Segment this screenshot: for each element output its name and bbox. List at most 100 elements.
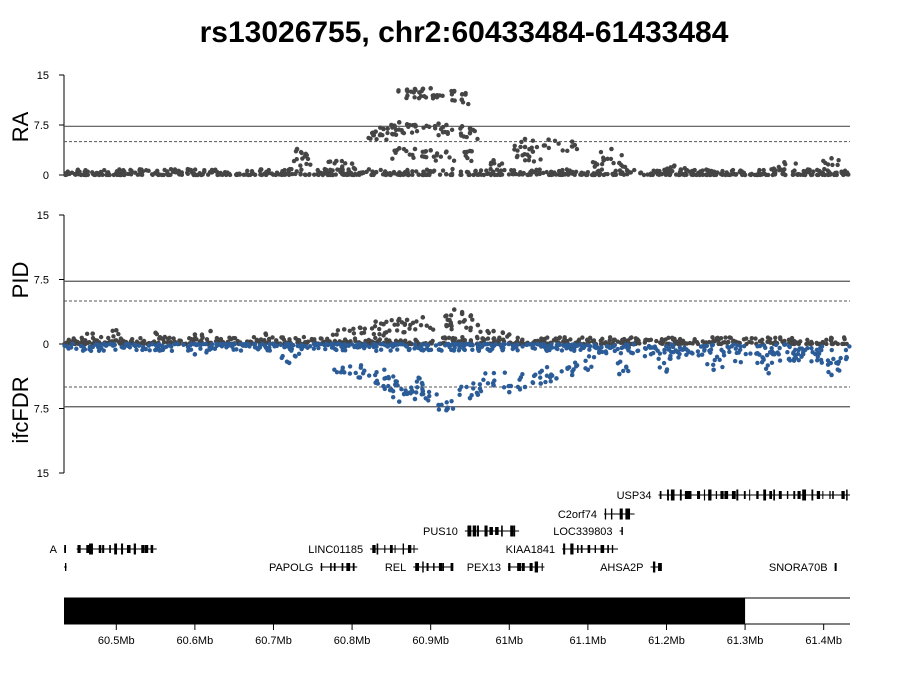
- y-axis-label: RA: [8, 111, 33, 142]
- exon: [442, 563, 444, 571]
- data-point: [656, 356, 661, 362]
- exon: [841, 491, 845, 499]
- data-point: [412, 396, 418, 402]
- data-point: [743, 351, 748, 357]
- data-point: [738, 359, 744, 365]
- exon: [438, 563, 443, 571]
- data-point: [106, 335, 111, 341]
- data-point: [274, 338, 279, 344]
- exon: [580, 545, 583, 553]
- data-point: [749, 171, 754, 177]
- data-point: [181, 342, 186, 347]
- data-point: [709, 168, 714, 174]
- data-point: [395, 342, 400, 347]
- data-point: [369, 172, 374, 178]
- exon: [529, 563, 533, 571]
- data-point: [501, 385, 507, 390]
- data-point: [675, 349, 680, 355]
- data-point: [488, 348, 493, 353]
- exon: [346, 563, 351, 571]
- data-point: [356, 375, 361, 380]
- data-point: [88, 348, 94, 354]
- data-point: [263, 332, 269, 338]
- data-point: [299, 345, 305, 351]
- x-tick-label: 61.3Mb: [727, 635, 764, 647]
- y-tick-label: 15: [37, 468, 49, 480]
- data-point: [755, 360, 760, 366]
- data-point: [546, 137, 551, 142]
- data-point: [579, 342, 584, 347]
- data-point: [63, 172, 68, 178]
- data-point: [843, 347, 849, 353]
- data-point: [383, 169, 388, 174]
- data-point: [485, 328, 490, 334]
- exon: [600, 545, 605, 553]
- data-point: [595, 162, 600, 167]
- data-point: [764, 172, 769, 178]
- data-point: [373, 380, 378, 386]
- exon: [472, 525, 477, 537]
- data-point: [809, 346, 814, 351]
- gene-label: SNORA70B: [769, 562, 828, 574]
- data-point: [284, 359, 290, 364]
- data-point: [600, 349, 605, 355]
- data-point: [140, 344, 146, 350]
- data-point: [84, 331, 90, 337]
- data-point: [392, 132, 398, 137]
- data-point: [192, 167, 198, 172]
- data-point: [410, 172, 415, 177]
- data-point: [325, 336, 330, 342]
- data-point: [331, 341, 336, 347]
- data-point: [134, 347, 139, 353]
- data-point: [197, 170, 202, 176]
- data-point: [250, 171, 256, 176]
- data-point: [619, 152, 624, 158]
- data-point: [458, 172, 463, 178]
- data-point: [620, 337, 625, 343]
- data-point: [132, 170, 138, 175]
- exon: [541, 563, 543, 571]
- exon: [587, 545, 591, 553]
- data-point: [597, 172, 602, 178]
- exon: [688, 491, 692, 499]
- data-point: [531, 373, 537, 379]
- data-point: [540, 341, 546, 347]
- exon: [64, 563, 67, 571]
- data-point: [664, 367, 670, 372]
- data-point: [620, 368, 626, 374]
- data-point: [468, 325, 473, 330]
- data-point: [761, 167, 766, 173]
- data-point: [299, 167, 304, 172]
- exon: [621, 527, 623, 535]
- data-point: [478, 388, 484, 394]
- exon: [594, 545, 596, 553]
- data-point: [544, 373, 550, 378]
- data-point: [611, 160, 616, 166]
- data-point: [234, 347, 239, 352]
- exon: [778, 491, 782, 499]
- exon: [402, 543, 405, 555]
- data-point: [430, 327, 436, 332]
- data-point: [677, 345, 683, 350]
- data-point: [824, 337, 829, 342]
- data-point: [128, 338, 134, 344]
- data-point: [753, 336, 758, 341]
- data-point: [562, 172, 567, 177]
- exon: [422, 561, 424, 573]
- data-point: [777, 358, 783, 363]
- data-point: [436, 121, 441, 126]
- x-tick-label: 60.6Mb: [177, 635, 214, 647]
- data-point: [339, 158, 345, 164]
- data-point: [611, 172, 616, 177]
- data-point: [641, 172, 647, 178]
- data-point: [419, 343, 424, 348]
- data-point: [279, 172, 285, 178]
- gene-label: AHSA2P: [600, 562, 643, 574]
- data-point: [772, 167, 778, 173]
- data-point: [307, 171, 312, 177]
- data-point: [428, 148, 433, 153]
- data-point: [572, 172, 577, 177]
- data-point: [539, 336, 544, 341]
